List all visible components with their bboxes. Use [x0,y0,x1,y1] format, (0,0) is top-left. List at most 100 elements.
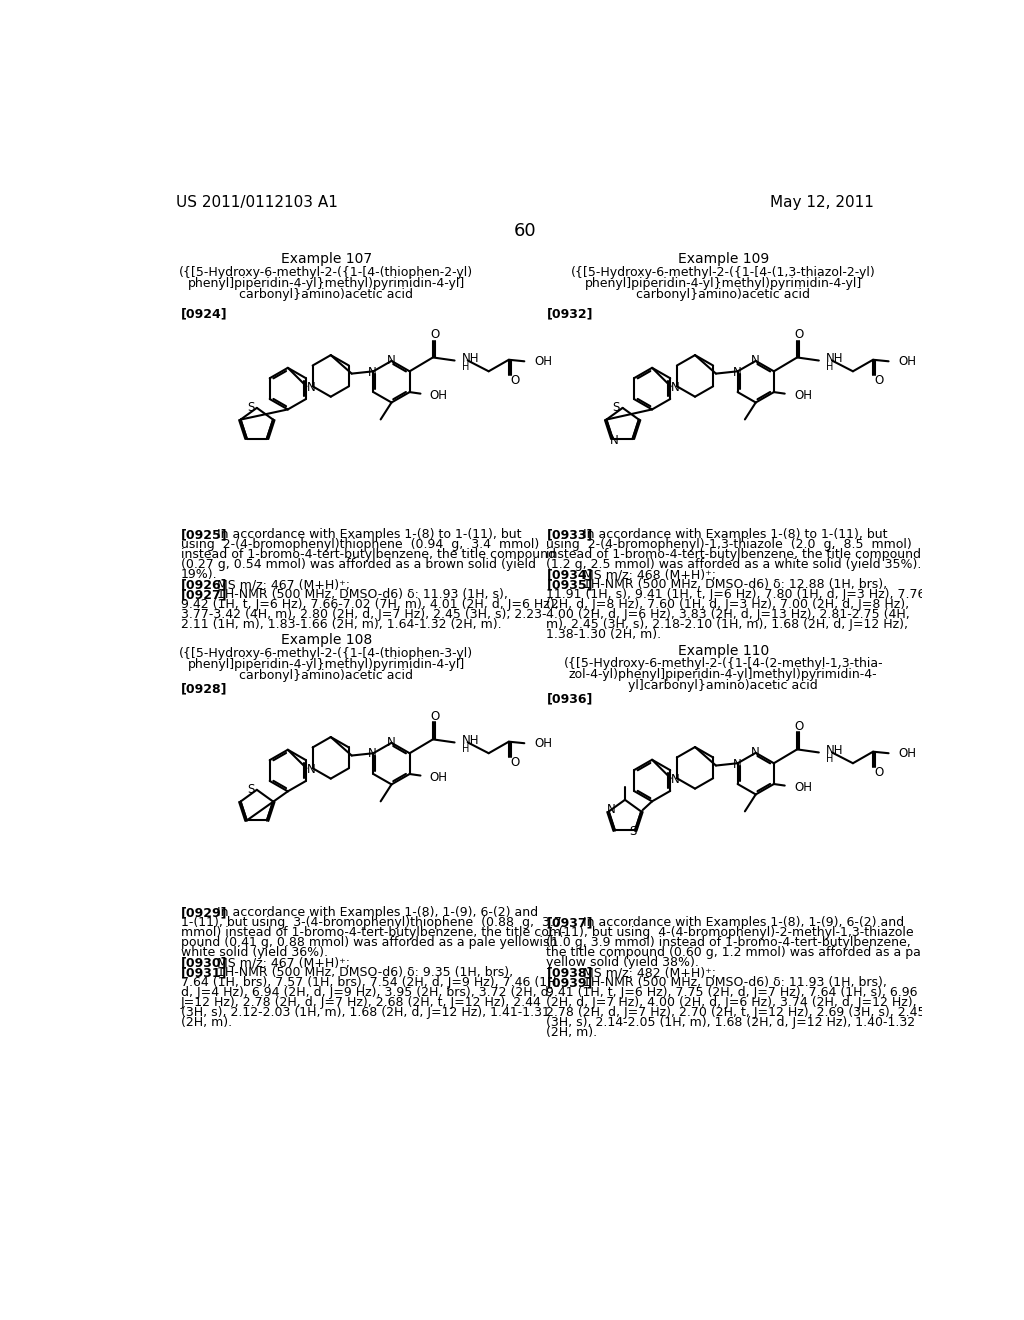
Text: 1H-NMR (500 MHz, DMSO-d6) δ: 11.93 (1H, brs),: 1H-NMR (500 MHz, DMSO-d6) δ: 11.93 (1H, … [583,977,887,989]
Text: O: O [795,327,804,341]
Text: NH: NH [825,352,844,366]
Text: [0929]: [0929] [180,906,227,919]
Text: (1.0 g, 3.9 mmol) instead of 1-bromo-4-tert-butylbenzene,: (1.0 g, 3.9 mmol) instead of 1-bromo-4-t… [547,936,911,949]
Text: OH: OH [794,388,812,401]
Text: (3H, s), 2.14-2.05 (1H, m), 1.68 (2H, d, J=12 Hz), 1.40-1.32: (3H, s), 2.14-2.05 (1H, m), 1.68 (2H, d,… [547,1016,915,1030]
Text: instead of 1-bromo-4-tert-butylbenzene, the title compound: instead of 1-bromo-4-tert-butylbenzene, … [547,548,922,561]
Text: O: O [430,710,440,723]
Text: (2H, m).: (2H, m). [547,1026,598,1039]
Text: 1H-NMR (500 MHz, DMSO-d6) δ: 12.88 (1H, brs),: 1H-NMR (500 MHz, DMSO-d6) δ: 12.88 (1H, … [583,578,887,591]
Text: H: H [825,362,834,372]
Text: (2H, d, J=7 Hz), 4.00 (2H, d, J=6 Hz), 3.74 (2H, d, J=12 Hz),: (2H, d, J=7 Hz), 4.00 (2H, d, J=6 Hz), 3… [547,997,918,1010]
Text: ({[5-Hydroxy-6-methyl-2-({1-[4-(thiophen-2-yl): ({[5-Hydroxy-6-methyl-2-({1-[4-(thiophen… [179,267,473,280]
Text: using  2-(4-bromophenyl)-1,3-thiazole  (2.0  g,  8.5  mmol): using 2-(4-bromophenyl)-1,3-thiazole (2.… [547,539,912,550]
Text: NH: NH [462,734,479,747]
Text: zol-4-yl)phenyl]piperidin-4-yl]methyl)pyrimidin-4-: zol-4-yl)phenyl]piperidin-4-yl]methyl)py… [569,668,878,681]
Text: pound (0.41 g, 0.88 mmol) was afforded as a pale yellowish: pound (0.41 g, 0.88 mmol) was afforded a… [180,936,557,949]
Text: O: O [510,756,519,770]
Text: [0931]: [0931] [180,966,227,979]
Text: NH: NH [462,352,479,366]
Text: O: O [510,374,519,387]
Text: [0938]: [0938] [547,966,593,979]
Text: H: H [462,743,469,754]
Text: N: N [307,763,315,776]
Text: 2.11 (1H, m), 1.83-1.66 (2H, m), 1.64-1.32 (2H, m).: 2.11 (1H, m), 1.83-1.66 (2H, m), 1.64-1.… [180,618,502,631]
Text: N: N [671,380,680,393]
Text: N: N [752,746,760,759]
Text: OH: OH [899,747,916,760]
Text: Example 110: Example 110 [678,644,769,657]
Text: In accordance with Examples 1-(8), 1-(9), 6-(2) and: In accordance with Examples 1-(8), 1-(9)… [583,916,904,929]
Text: 2.78 (2H, d, J=7 Hz), 2.70 (2H, t, J=12 Hz), 2.69 (3H, s), 2.45: 2.78 (2H, d, J=7 Hz), 2.70 (2H, t, J=12 … [547,1006,926,1019]
Text: N: N [732,758,741,771]
Text: phenyl]piperidin-4-yl}methyl)pyrimidin-4-yl]: phenyl]piperidin-4-yl}methyl)pyrimidin-4… [585,277,862,290]
Text: 4.00 (2H, d, J=6 Hz), 3.83 (2H, d, J=13 Hz), 2.81-2.75 (4H,: 4.00 (2H, d, J=6 Hz), 3.83 (2H, d, J=13 … [547,609,910,622]
Text: ({[5-Hydroxy-6-methyl-2-({1-[4-(thiophen-3-yl): ({[5-Hydroxy-6-methyl-2-({1-[4-(thiophen… [179,647,473,660]
Text: N: N [609,433,618,446]
Text: instead of 1-bromo-4-tert-butylbenzene, the title compound: instead of 1-bromo-4-tert-butylbenzene, … [180,548,556,561]
Text: [0925]: [0925] [180,528,227,541]
Text: phenyl]piperidin-4-yl}methyl)pyrimidin-4-yl]: phenyl]piperidin-4-yl}methyl)pyrimidin-4… [187,277,465,290]
Text: 1-(11), but using  4-(4-bromophenyl)-2-methyl-1,3-thiazole: 1-(11), but using 4-(4-bromophenyl)-2-me… [547,927,914,939]
Text: yl]carbonyl}amino)acetic acid: yl]carbonyl}amino)acetic acid [629,678,818,692]
Text: mmol) instead of 1-bromo-4-tert-butylbenzene, the title com-: mmol) instead of 1-bromo-4-tert-butylben… [180,927,565,939]
Text: N: N [387,354,396,367]
Text: (0.27 g, 0.54 mmol) was afforded as a brown solid (yield: (0.27 g, 0.54 mmol) was afforded as a br… [180,558,536,572]
Text: N: N [732,366,741,379]
Text: 9.42 (1H, t, J=6 Hz), 7.66-7.02 (7H, m), 4.01 (2H, d, J=6 Hz),: 9.42 (1H, t, J=6 Hz), 7.66-7.02 (7H, m),… [180,598,558,611]
Text: US 2011/0112103 A1: US 2011/0112103 A1 [176,195,338,210]
Text: yellow solid (yield 38%).: yellow solid (yield 38%). [547,956,699,969]
Text: 3.77-3.42 (4H, m), 2.80 (2H, d, J=7 Hz), 2.45 (3H, s), 2.23-: 3.77-3.42 (4H, m), 2.80 (2H, d, J=7 Hz),… [180,609,546,622]
Text: J=12 Hz), 2.78 (2H, d, J=7 Hz), 2.68 (2H, t, J=12 Hz), 2.44: J=12 Hz), 2.78 (2H, d, J=7 Hz), 2.68 (2H… [180,997,542,1010]
Text: [0936]: [0936] [547,693,593,706]
Text: N: N [752,354,760,367]
Text: OH: OH [794,780,812,793]
Text: carbonyl}amino)acetic acid: carbonyl}amino)acetic acid [240,669,414,682]
Text: (2H, m).: (2H, m). [180,1016,231,1030]
Text: phenyl]piperidin-4-yl}methyl)pyrimidin-4-yl]: phenyl]piperidin-4-yl}methyl)pyrimidin-4… [187,659,465,671]
Text: [0939]: [0939] [547,977,593,989]
Text: Example 107: Example 107 [281,252,372,267]
Text: 1-(11), but using  3-(4-bromophenyl)thiophene  (0.88  g,  3.7: 1-(11), but using 3-(4-bromophenyl)thiop… [180,916,561,929]
Text: the title compound (0.60 g, 1.2 mmol) was afforded as a pale: the title compound (0.60 g, 1.2 mmol) wa… [547,946,933,960]
Text: OH: OH [430,388,447,401]
Text: OH: OH [899,355,916,368]
Text: N: N [307,380,315,393]
Text: N: N [369,366,377,379]
Text: 1H-NMR (500 MHz, DMSO-d6) δ: 11.93 (1H, s),: 1H-NMR (500 MHz, DMSO-d6) δ: 11.93 (1H, … [217,589,508,601]
Text: N: N [671,772,680,785]
Text: MS m/z: 482 (M+H)⁺;: MS m/z: 482 (M+H)⁺; [583,966,716,979]
Text: carbonyl}amino)acetic acid: carbonyl}amino)acetic acid [240,288,414,301]
Text: [0928]: [0928] [180,682,227,696]
Text: 7.64 (1H, brs), 7.57 (1H, brs), 7.54 (2H, d, J=9 Hz), 7.46 (1H,: 7.64 (1H, brs), 7.57 (1H, brs), 7.54 (2H… [180,977,560,989]
Text: using  2-(4-bromophenyl)thiophene  (0.94  g,  3.4  mmol): using 2-(4-bromophenyl)thiophene (0.94 g… [180,539,539,550]
Text: ({[5-Hydroxy-6-methyl-2-({1-[4-(2-methyl-1,3-thia-: ({[5-Hydroxy-6-methyl-2-({1-[4-(2-methyl… [563,657,883,671]
Text: S: S [612,401,621,414]
Text: N: N [387,735,396,748]
Text: MS m/z: 467 (M+H)⁺;: MS m/z: 467 (M+H)⁺; [217,578,350,591]
Text: In accordance with Examples 1-(8) to 1-(11), but: In accordance with Examples 1-(8) to 1-(… [217,528,521,541]
Text: OH: OH [535,355,552,368]
Text: Example 109: Example 109 [678,252,769,267]
Text: O: O [795,719,804,733]
Text: H: H [825,754,834,763]
Text: (2H, d, J=8 Hz), 7.60 (1H, d, J=3 Hz), 7.00 (2H, d, J=8 Hz),: (2H, d, J=8 Hz), 7.60 (1H, d, J=3 Hz), 7… [547,598,909,611]
Text: Example 108: Example 108 [281,634,372,648]
Text: O: O [874,766,884,779]
Text: N: N [369,747,377,760]
Text: In accordance with Examples 1-(8) to 1-(11), but: In accordance with Examples 1-(8) to 1-(… [583,528,888,541]
Text: [0935]: [0935] [547,578,593,591]
Text: OH: OH [535,737,552,750]
Text: m), 2.45 (3H, s), 2.18-2.10 (1H, m), 1.68 (2H, d, J=12 Hz),: m), 2.45 (3H, s), 2.18-2.10 (1H, m), 1.6… [547,618,908,631]
Text: OH: OH [430,771,447,784]
Text: May 12, 2011: May 12, 2011 [770,195,873,210]
Text: d, J=4 Hz), 6.94 (2H, d, J=9 Hz), 3.95 (2H, brs), 3.72 (2H, d,: d, J=4 Hz), 6.94 (2H, d, J=9 Hz), 3.95 (… [180,986,552,999]
Text: NH: NH [825,744,844,758]
Text: (3H, s), 2.12-2.03 (1H, m), 1.68 (2H, d, J=12 Hz), 1.41-1.31: (3H, s), 2.12-2.03 (1H, m), 1.68 (2H, d,… [180,1006,550,1019]
Text: [0927]: [0927] [180,589,227,601]
Text: [0930]: [0930] [180,956,227,969]
Text: 9.41 (1H, t, J=6 Hz), 7.75 (2H, d, J=7 Hz), 7.64 (1H, s), 6.96: 9.41 (1H, t, J=6 Hz), 7.75 (2H, d, J=7 H… [547,986,918,999]
Text: (1.2 g, 2.5 mmol) was afforded as a white solid (yield 35%).: (1.2 g, 2.5 mmol) was afforded as a whit… [547,558,922,572]
Text: carbonyl}amino)acetic acid: carbonyl}amino)acetic acid [636,288,810,301]
Text: N: N [606,803,615,816]
